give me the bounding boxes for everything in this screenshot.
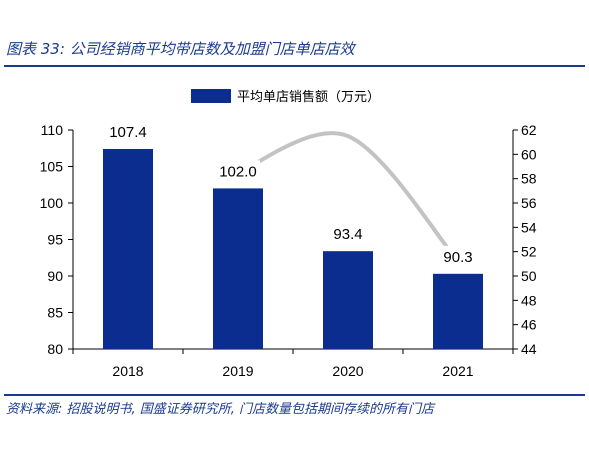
legend-swatch-bar <box>191 89 231 103</box>
y-right-tick-label: 50 <box>521 268 537 284</box>
y-right-tick-label: 46 <box>521 317 537 333</box>
y-left-tick-label: 95 <box>47 232 63 248</box>
data-label-2020: 93.4 <box>333 226 362 243</box>
legend-label: 平均单店销售额（万元） <box>237 89 380 104</box>
data-label-2021: 90.3 <box>443 249 472 266</box>
y-right-tick-label: 60 <box>521 146 537 162</box>
data-label-2018: 107.4 <box>109 124 147 141</box>
title-divider <box>4 65 585 67</box>
bar-2021 <box>433 273 483 349</box>
y-right-tick-label: 44 <box>521 341 537 357</box>
data-label-bg <box>436 245 480 267</box>
y-left-tick-label: 110 <box>41 122 64 138</box>
x-tick-label: 2018 <box>112 363 143 379</box>
data-label-2019: 102.0 <box>219 163 257 180</box>
y-right-tick-label: 54 <box>521 219 537 235</box>
line-series <box>236 131 460 264</box>
bar-2020 <box>323 251 373 349</box>
y-right-tick-label: 52 <box>521 244 537 260</box>
bar-2018 <box>103 148 153 349</box>
y-left-tick-label: 85 <box>47 305 63 321</box>
x-tick-label: 2019 <box>222 363 253 379</box>
y-right-tick-label: 58 <box>521 171 537 187</box>
x-tick-label: 2020 <box>332 363 363 379</box>
source-divider <box>4 394 585 396</box>
y-left-tick-label: 80 <box>47 341 63 357</box>
data-label-bg <box>106 120 150 142</box>
x-tick-label: 2021 <box>442 363 473 379</box>
y-right-tick-label: 62 <box>521 122 537 138</box>
y-right-tick-label: 56 <box>521 195 537 211</box>
y-left-tick-label: 100 <box>40 195 64 211</box>
y-right-tick-label: 48 <box>521 292 537 308</box>
y-left-tick-label: 105 <box>40 159 64 175</box>
source-note: 资料来源: 招股说明书, 国盛证券研究所, 门店数量包括期间存续的所有门店 <box>6 402 435 417</box>
chart-legend: 平均单店销售额（万元） <box>191 89 380 104</box>
y-left-tick-label: 90 <box>47 268 63 284</box>
data-label-bg <box>326 223 370 245</box>
bar-2019 <box>213 188 263 349</box>
data-label-bg <box>216 160 260 182</box>
figure-title: 图表 33: 公司经销商平均带店数及加盟门店单店店效 <box>6 40 355 58</box>
